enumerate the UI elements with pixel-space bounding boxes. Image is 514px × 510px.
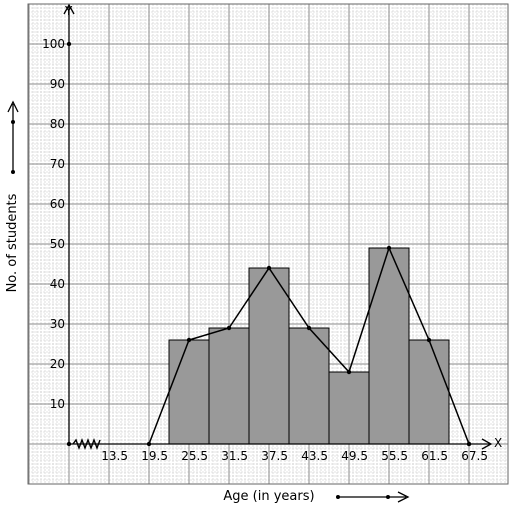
y-tick-label: 80 <box>50 117 65 131</box>
histogram-bar <box>208 327 250 445</box>
polygon-point <box>306 325 312 331</box>
y-tick-label: 10 <box>50 397 65 411</box>
x-tick-label: 31.5 <box>221 449 248 463</box>
x-tick-label: 49.5 <box>341 449 368 463</box>
y-direction-dot <box>11 170 15 174</box>
x-axis-letter: X <box>494 436 502 450</box>
y-tick-label: 70 <box>50 157 65 171</box>
x-tick-label: 13.5 <box>101 449 128 463</box>
polygon-point <box>226 325 232 331</box>
y-axis-letter: Y <box>64 4 73 18</box>
y-tick-label: 30 <box>50 317 65 331</box>
polygon-point <box>426 337 432 343</box>
x-tick-label: 43.5 <box>301 449 328 463</box>
grid-border <box>27 3 509 485</box>
polygon-point <box>186 337 192 343</box>
tick-labels: 10 20 30 40 50 60 70 80 90 100 13.5 19.5 25.5 31.5 37.… <box>42 37 488 463</box>
polygon-point <box>266 265 272 271</box>
histogram-bars <box>168 247 450 445</box>
axis-break-mark <box>72 438 101 450</box>
y-tick-label: 50 <box>50 237 65 251</box>
histogram-bar <box>328 371 370 445</box>
x-tick-label: 19.5 <box>141 449 168 463</box>
y-axis-top-point <box>66 41 72 47</box>
x-tick-label: 67.5 <box>461 449 488 463</box>
polygon-point <box>346 369 352 375</box>
y-direction-dot <box>11 120 15 124</box>
x-tick-label: 37.5 <box>261 449 288 463</box>
x-direction-arrow <box>397 491 410 503</box>
polygon-point <box>386 245 392 251</box>
histogram-bar <box>288 327 330 445</box>
origin-point <box>66 441 72 447</box>
histogram-bar <box>408 339 450 445</box>
y-tick-label: 20 <box>50 357 65 371</box>
x-tick-label: 25.5 <box>181 449 208 463</box>
axes <box>7 3 493 503</box>
histogram-bar <box>168 339 210 445</box>
y-direction-arrow <box>7 100 19 113</box>
x-axis-title: Age (in years) <box>223 489 314 504</box>
x-axis-arrow <box>481 438 493 450</box>
x-direction-dot <box>336 495 340 499</box>
x-direction-dot <box>386 495 390 499</box>
y-tick-label: 90 <box>50 77 65 91</box>
x-axis-end-point <box>466 441 472 447</box>
y-axis-title: No. of students <box>5 193 20 292</box>
histogram-bar <box>248 267 290 445</box>
x-tick-label: 55.5 <box>381 449 408 463</box>
y-axis-arrow <box>63 3 75 15</box>
y-tick-label: 40 <box>50 277 65 291</box>
histogram-bar <box>368 247 410 445</box>
y-tick-label: 100 <box>42 37 65 51</box>
y-tick-label: 60 <box>50 197 65 211</box>
x-tick-label: 61.5 <box>421 449 448 463</box>
